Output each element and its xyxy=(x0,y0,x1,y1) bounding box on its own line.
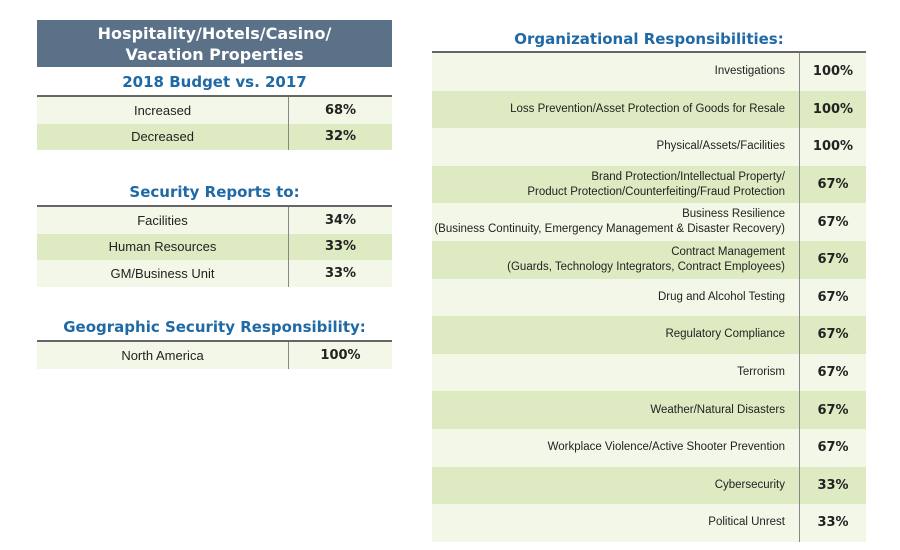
table-row: Contract Management (Guards, Technology … xyxy=(432,240,866,279)
row-label: GM/Business Unit xyxy=(37,260,289,287)
table-row: Workplace Violence/Active Shooter Preven… xyxy=(432,428,866,467)
table-row: Facilities 34% xyxy=(37,207,392,234)
row-label: Increased xyxy=(37,97,289,124)
row-label: North America xyxy=(37,342,289,369)
row-label: Investigations xyxy=(432,53,800,91)
budget-title: 2018 Budget vs. 2017 xyxy=(122,73,307,91)
row-value: 33% xyxy=(324,265,357,281)
row-value: 100% xyxy=(812,101,854,117)
table-row: Regulatory Compliance 67% xyxy=(432,316,866,354)
row-label: Regulatory Compliance xyxy=(432,316,800,354)
row-label: Loss Prevention/Asset Protection of Good… xyxy=(432,90,800,129)
table-row: Loss Prevention/Asset Protection of Good… xyxy=(432,90,866,129)
header-line-1: Hospitality/Hotels/Casino/ xyxy=(97,24,332,43)
reports-title: Security Reports to: xyxy=(129,183,300,201)
table-row: Decreased 32% xyxy=(37,123,392,150)
table-row: Physical/Assets/Facilities 100% xyxy=(432,128,866,166)
row-value: 34% xyxy=(324,212,357,228)
header-line-2: Vacation Properties xyxy=(125,45,304,64)
row-label: Political Unrest xyxy=(432,504,800,542)
table-row: Cybersecurity 33% xyxy=(432,466,866,505)
row-value: 68% xyxy=(324,102,357,118)
row-label: Terrorism xyxy=(432,353,800,392)
row-value: 67% xyxy=(817,252,849,268)
row-value: 33% xyxy=(817,515,849,531)
table-row: Increased 68% xyxy=(37,97,392,124)
geo-table: North America 100% xyxy=(37,340,392,369)
row-label: Drug and Alcohol Testing xyxy=(432,278,800,317)
row-value: 33% xyxy=(324,239,357,255)
geo-title: Geographic Security Responsibility: xyxy=(63,318,366,336)
table-row: GM/Business Unit 33% xyxy=(37,260,392,287)
row-label: Weather/Natural Disasters xyxy=(432,391,800,429)
row-label: Business Resilience (Business Continuity… xyxy=(432,203,800,241)
row-value: 67% xyxy=(817,440,849,456)
table-row: Weather/Natural Disasters 67% xyxy=(432,391,866,429)
table-row: Investigations 100% xyxy=(432,53,866,91)
section-header: Hospitality/Hotels/Casino/ Vacation Prop… xyxy=(37,20,392,67)
row-value: 67% xyxy=(817,365,849,381)
row-label: Decreased xyxy=(37,123,289,150)
table-row: Political Unrest 33% xyxy=(432,504,866,542)
reports-table: Facilities 34% Human Resources 33% GM/Busine… xyxy=(37,205,392,287)
row-value: 100% xyxy=(812,64,854,80)
table-row: Drug and Alcohol Testing 67% xyxy=(432,278,866,317)
row-value: 100% xyxy=(812,139,854,155)
budget-table: Increased 68% Decreased 32% xyxy=(37,95,392,150)
row-value: 67% xyxy=(817,402,849,418)
row-value: 67% xyxy=(817,177,849,193)
row-label: Contract Management (Guards, Technology … xyxy=(432,240,800,279)
row-value: 33% xyxy=(817,477,849,493)
row-value: 100% xyxy=(320,347,361,363)
table-row: North America 100% xyxy=(37,342,392,369)
org-table: Investigations 100% Loss Prevention/Asset … xyxy=(432,51,866,542)
table-row: Business Resilience (Business Continuity… xyxy=(432,203,866,241)
org-title: Organizational Responsibilities: xyxy=(514,30,784,48)
row-value: 67% xyxy=(817,327,849,343)
row-label: Workplace Violence/Active Shooter Preven… xyxy=(432,428,800,467)
row-label: Facilities xyxy=(37,207,289,234)
table-row: Brand Protection/Intellectual Property/ … xyxy=(432,165,866,204)
row-value: 32% xyxy=(324,129,357,145)
table-row: Terrorism 67% xyxy=(432,353,866,392)
row-value: 67% xyxy=(817,289,849,305)
row-label: Cybersecurity xyxy=(432,466,800,505)
row-label: Physical/Assets/Facilities xyxy=(432,128,800,166)
table-row: Human Resources 33% xyxy=(37,233,392,260)
row-label: Human Resources xyxy=(37,233,289,260)
row-label: Brand Protection/Intellectual Property/ … xyxy=(432,165,800,204)
row-value: 67% xyxy=(817,214,849,230)
